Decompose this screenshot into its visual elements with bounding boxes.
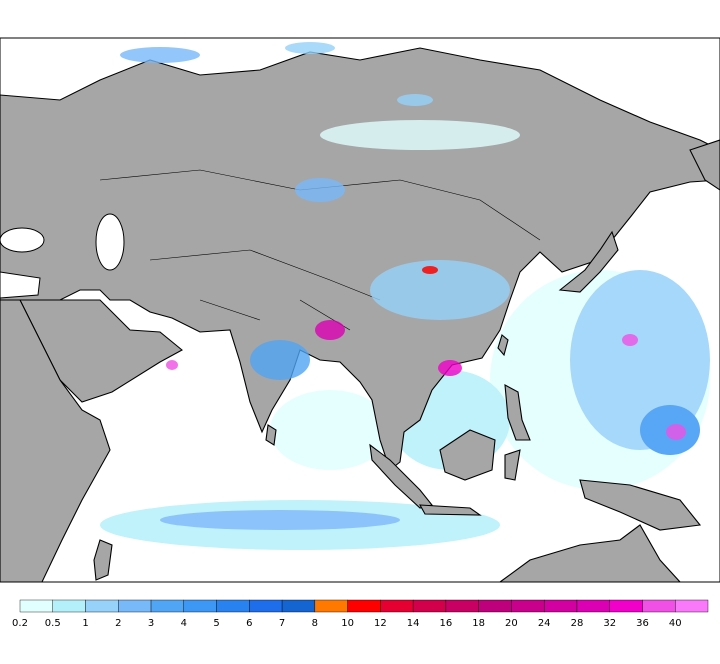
- colorbar-swatch: [281, 599, 316, 613]
- colorbar-swatch: [118, 599, 152, 613]
- colorbar-label: 12: [374, 618, 387, 629]
- map-frame: [0, 37, 720, 583]
- colorbar-swatch: [314, 599, 348, 613]
- colorbar-swatch: [412, 599, 447, 613]
- colorbar-label: 40: [669, 618, 682, 629]
- colorbar-swatch: [216, 599, 250, 613]
- colorbar-swatch: [478, 599, 512, 613]
- colorbar-label: 8: [312, 618, 318, 629]
- colorbar-swatch: [576, 599, 610, 613]
- colorbar-swatch: [445, 599, 479, 613]
- australia: [498, 524, 682, 583]
- colorbar-swatch: [52, 599, 86, 613]
- colorbar-label: 10: [341, 618, 354, 629]
- colorbar-swatch: [150, 599, 185, 613]
- java: [419, 504, 482, 516]
- colorbar-swatch: [675, 599, 709, 613]
- colorbar-swatch: [609, 599, 643, 613]
- taiwan: [497, 334, 509, 357]
- sri-lanka: [265, 424, 277, 446]
- colorbar-label: 0.5: [45, 618, 61, 629]
- colorbar: 0.2 0.5 1 2 3 4 5 6 7 8 10 12 14 16 18 20 24 28 32 36 40: [12, 599, 709, 629]
- colorbar-swatch: [183, 599, 217, 613]
- colorbar-swatch: [249, 599, 283, 613]
- mediterranean: [0, 271, 41, 299]
- colorbar-label: 28: [571, 618, 584, 629]
- colorbar-swatch: [642, 599, 676, 613]
- arabia: [19, 299, 183, 403]
- sulawesi: [504, 449, 521, 481]
- colorbar-label: 20: [505, 618, 518, 629]
- new-guinea: [579, 479, 702, 531]
- colorbar-label: 7: [279, 618, 285, 629]
- colorbar-swatch: [543, 599, 578, 613]
- colorbar-label: 18: [472, 618, 485, 629]
- colorbar-label: 32: [603, 618, 616, 629]
- colorbar-label: 2: [115, 618, 121, 629]
- colorbar-label: 1: [82, 618, 88, 629]
- sakhalin-kamchatka: [689, 139, 720, 191]
- madagascar: [93, 539, 113, 581]
- colorbar-label: 24: [538, 618, 551, 629]
- colorbar-swatch: [85, 599, 119, 613]
- colorbar-label: 36: [636, 618, 649, 629]
- country-borders: [99, 169, 541, 331]
- caspian-sea: [95, 213, 125, 271]
- colorbar-label: 0.2: [12, 618, 28, 629]
- eurasia: [0, 47, 720, 471]
- borneo: [439, 429, 496, 481]
- colorbar-label: 4: [181, 618, 187, 629]
- philippines: [504, 384, 531, 441]
- colorbar-label: 6: [246, 618, 252, 629]
- colorbar-label: 16: [440, 618, 453, 629]
- colorbar-label: 14: [407, 618, 420, 629]
- colorbar-swatch: [347, 599, 381, 613]
- colorbar-label: 5: [213, 618, 219, 629]
- japan: [558, 230, 619, 293]
- colorbar-swatch: [19, 599, 53, 613]
- colorbar-swatch: [380, 599, 414, 613]
- black-sea: [0, 227, 45, 253]
- colorbar-swatch: [511, 599, 545, 613]
- land: [0, 47, 720, 583]
- colorbar-label: 3: [148, 618, 154, 629]
- precipitation-land: [120, 42, 686, 440]
